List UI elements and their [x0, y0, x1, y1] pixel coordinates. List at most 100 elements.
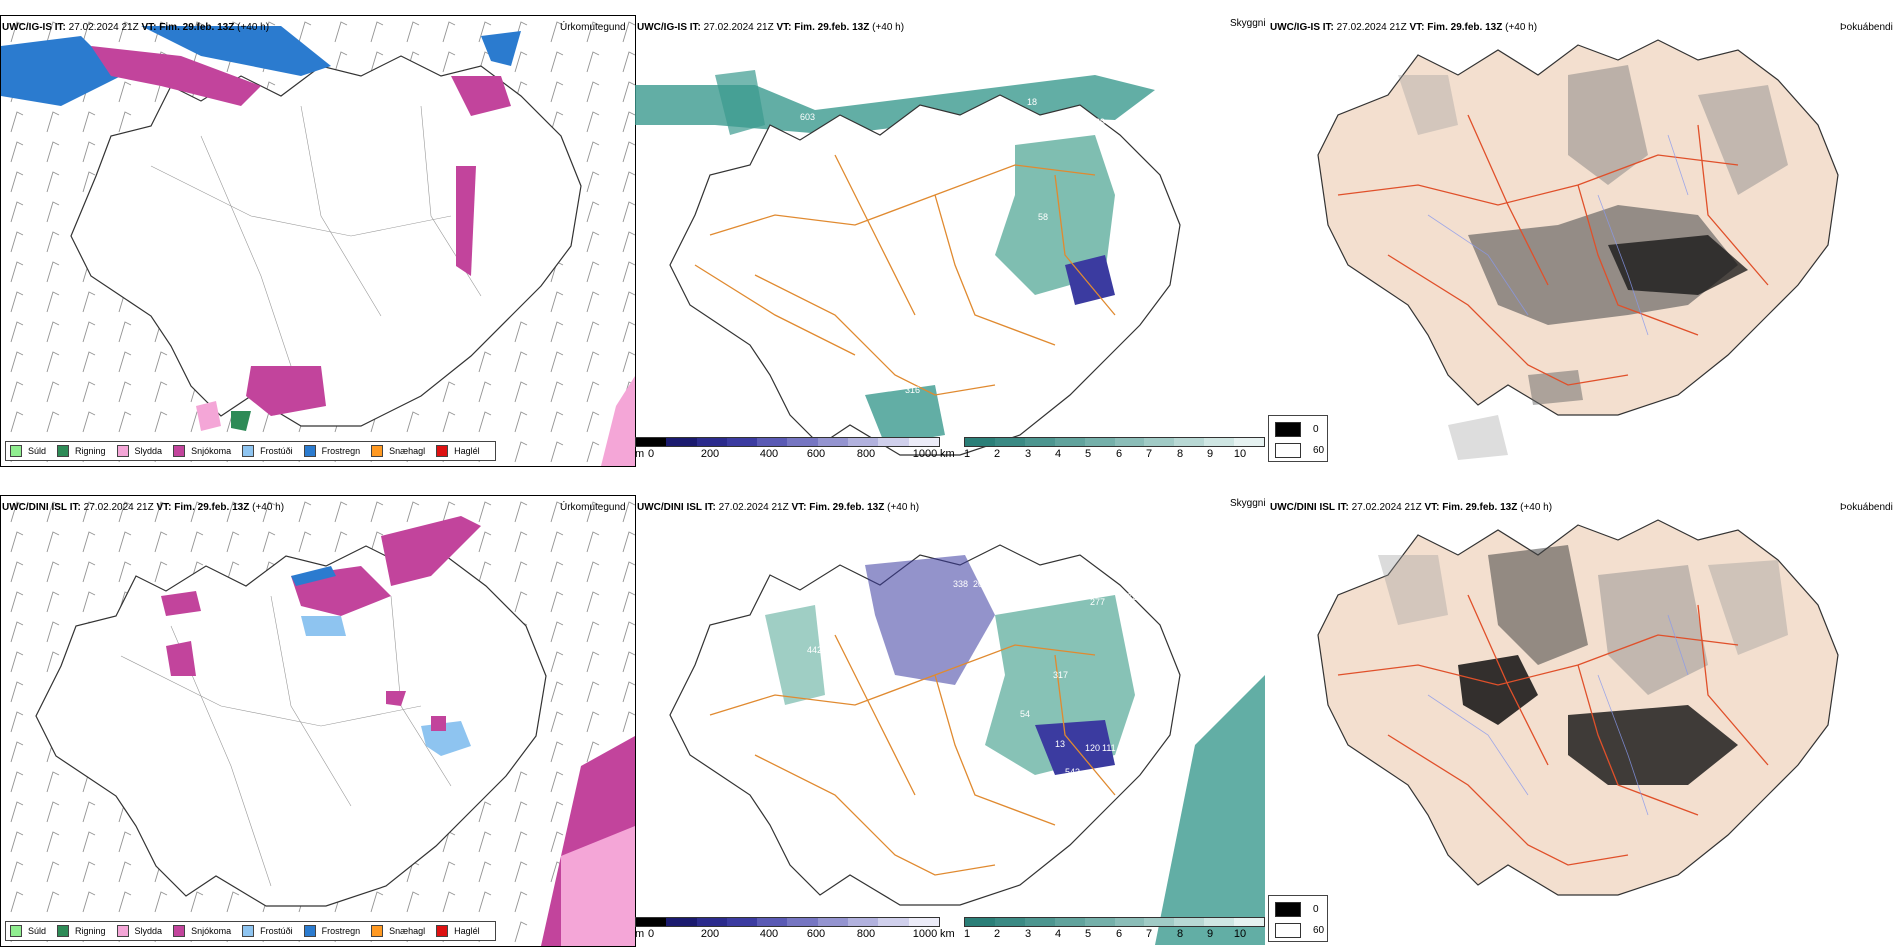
panel-header: UWC/DINI ISL IT: 27.02.2024 21Z VT: Fim.… [1270, 502, 1552, 513]
svg-text:543: 543 [1065, 767, 1080, 777]
legend-label: Súld [28, 446, 47, 456]
legend-label: Snjókoma [191, 446, 232, 456]
visibility-tick: 9 [1206, 448, 1214, 460]
it-label: IT: [1322, 22, 1334, 33]
iceland-outline [35, 545, 547, 907]
panel-title: Þokuábendi [1840, 22, 1893, 33]
vt-label: VT: [1424, 502, 1440, 513]
legend-label: Haglél [454, 926, 480, 936]
legend-swatch [436, 925, 449, 937]
lead-time: (+40 h) [1520, 502, 1553, 513]
model-name: UWC/DINI ISL [1270, 502, 1335, 513]
legend-item: Slydda [116, 445, 163, 457]
svg-text:311: 311 [1107, 157, 1121, 167]
fog-swatch [1275, 902, 1301, 917]
it-label: IT: [704, 502, 716, 513]
legend-item: Snæhagl [371, 925, 425, 937]
legend-item: Súld [10, 925, 46, 937]
panel-title: Skyggni [1230, 498, 1266, 509]
terrain-colorbar-swatches [635, 917, 940, 927]
iceland-outline [70, 55, 582, 427]
visibility-map-row1: 793 293 148 603 18 389 311 58 288 135 31… [635, 55, 1181, 456]
visibility-colorbar-swatches [964, 437, 1265, 447]
terrain-tick: 600 [806, 448, 826, 460]
svg-text:239: 239 [998, 594, 1013, 604]
fog-legend-row2: 0 60 [1268, 895, 1328, 942]
it-label: IT: [69, 502, 81, 513]
svg-text:135: 135 [1115, 265, 1130, 275]
fog-legend-label: 0 [1313, 424, 1319, 435]
precip-legend: Súld Rigning Slydda Snjókoma Frostúði Fr… [5, 921, 496, 941]
legend-swatch [10, 925, 22, 937]
lead-time: (+40 h) [872, 22, 905, 33]
vt-value: Fim. 29.feb. 13Z [809, 502, 885, 513]
terrain-tick: 600 [806, 928, 826, 940]
visibility-tick: 5 [1084, 448, 1092, 460]
legend-item: Frostúði [242, 925, 293, 937]
terrain-tick: 1000 [912, 448, 938, 460]
fog-map-row1 [1317, 39, 1839, 460]
visibility-tick: 7 [1145, 928, 1153, 940]
legend-swatch [57, 445, 70, 457]
legend-label: Frostregn [321, 926, 361, 936]
visibility-tick: 6 [1115, 928, 1123, 940]
model-name: UWC/DINI ISL [637, 502, 702, 513]
it-value: 27.02.2024 21Z [83, 502, 154, 513]
vt-label: VT: [141, 22, 157, 33]
vt-label: VT: [156, 502, 172, 513]
legend-item: Snjókoma [173, 925, 231, 937]
legend-label: Slydda [134, 446, 163, 456]
svg-text:442: 442 [807, 645, 822, 655]
legend-item: Snæhagl [371, 445, 425, 457]
fog-legend-label: 60 [1313, 925, 1325, 936]
terrain-tick: 200 [700, 448, 720, 460]
legend-swatch [173, 925, 186, 937]
legend-item: Haglél [436, 925, 480, 937]
precip-map-row1 [1, 16, 635, 466]
terrain-tick: 800 [856, 928, 876, 940]
vt-value: Fim. 29.feb. 13Z [1442, 502, 1518, 513]
visibility-tick: 8 [1176, 448, 1184, 460]
legend-swatch [242, 925, 255, 937]
legend-swatch [371, 925, 384, 937]
fog-panel-row2: 0 60 [1268, 495, 1900, 945]
panel-title: Úrkomutegund [560, 22, 626, 33]
visibility-tick: 5 [1084, 928, 1092, 940]
vt-label: VT: [776, 22, 792, 33]
terrain-tick: 200 [700, 928, 720, 940]
it-label: IT: [1337, 502, 1349, 513]
terrain-colorbar-row1: m 0 200 400 600 800 1000 [635, 437, 940, 463]
fog-legend-row1: 0 60 [1268, 415, 1328, 462]
visibility-colorbar-row2: km 1 2 3 4 5 6 7 8 9 10 [940, 917, 1265, 943]
iceland-outline [1317, 519, 1839, 896]
svg-text:135: 135 [953, 717, 968, 727]
legend-label: Rigning [75, 926, 106, 936]
terrain-tick: 0 [647, 928, 655, 940]
legend-swatch [116, 925, 129, 937]
svg-text:13: 13 [1055, 739, 1065, 749]
lead-time: (+40 h) [887, 502, 920, 513]
legend-swatch [57, 925, 70, 937]
legend-swatch [10, 445, 22, 457]
legend-label: Frostúði [260, 926, 293, 936]
panel-header: UWC/IG-IS IT: 27.02.2024 21Z VT: Fim. 29… [637, 22, 904, 33]
lead-time: (+40 h) [252, 502, 285, 513]
svg-text:162: 162 [1125, 637, 1140, 647]
visibility-tick: 10 [1233, 448, 1247, 460]
visibility-tick: 7 [1145, 448, 1153, 460]
legend-swatch [303, 445, 316, 457]
visibility-unit: km [940, 928, 955, 940]
svg-text:111: 111 [1102, 743, 1116, 753]
visibility-tick: 3 [1024, 448, 1032, 460]
precip-legend: Súld Rigning Slydda Snjókoma Frostúði Fr… [5, 441, 496, 461]
svg-text:18: 18 [1027, 97, 1037, 107]
it-label: IT: [54, 22, 66, 33]
svg-text:277: 277 [1090, 597, 1105, 607]
svg-text:58: 58 [1038, 212, 1048, 222]
it-value: 27.02.2024 21Z [718, 502, 789, 513]
visibility-tick: 2 [993, 928, 1001, 940]
svg-text:389: 389 [1090, 117, 1105, 127]
visibility-panel-row2: 442 338 200 239 296 277 172 162 317 135 … [635, 495, 1265, 945]
fog-legend-item: 60 [1275, 443, 1327, 458]
model-name: UWC/DINI ISL [2, 502, 67, 513]
